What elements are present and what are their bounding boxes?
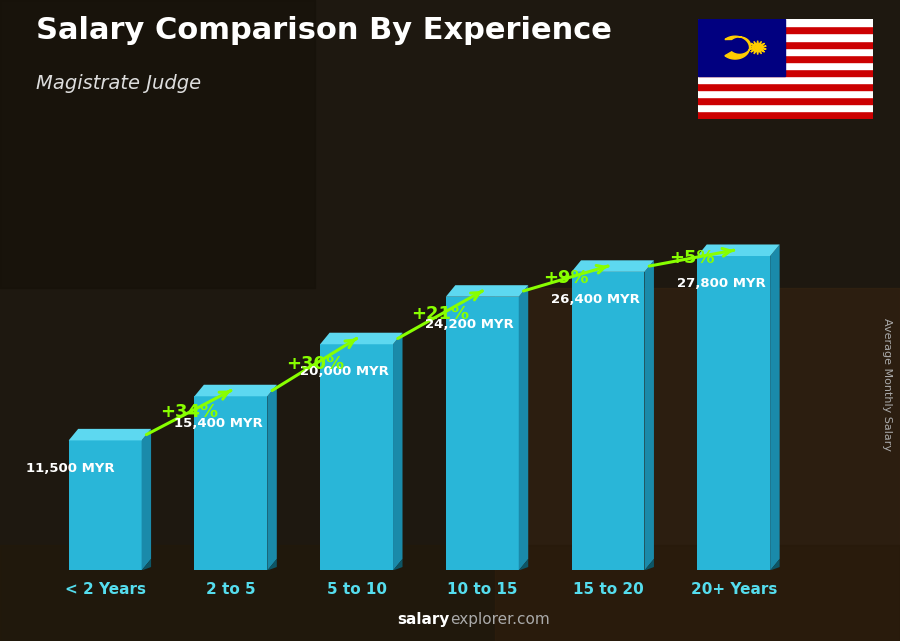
Polygon shape (770, 559, 779, 570)
Polygon shape (644, 260, 654, 570)
Polygon shape (267, 559, 277, 570)
Polygon shape (698, 33, 873, 40)
Text: 27,800 MYR: 27,800 MYR (677, 277, 766, 290)
Bar (0, 0, 315, 288)
Polygon shape (698, 76, 873, 83)
Polygon shape (320, 333, 402, 344)
Polygon shape (698, 244, 779, 256)
Polygon shape (698, 112, 873, 119)
Polygon shape (141, 429, 151, 570)
Polygon shape (698, 256, 770, 570)
Bar (0, 545, 900, 641)
Polygon shape (698, 26, 873, 33)
Polygon shape (194, 396, 267, 570)
Text: salary: salary (398, 612, 450, 627)
Polygon shape (68, 440, 141, 570)
Polygon shape (698, 90, 873, 97)
Text: +9%: +9% (544, 269, 590, 287)
Polygon shape (518, 559, 528, 570)
Text: +5%: +5% (670, 249, 715, 267)
Polygon shape (698, 54, 873, 62)
Polygon shape (698, 19, 873, 26)
Polygon shape (393, 559, 402, 570)
Polygon shape (320, 344, 393, 570)
Polygon shape (749, 40, 766, 54)
Polygon shape (518, 285, 528, 570)
Polygon shape (572, 272, 644, 570)
Text: 24,200 MYR: 24,200 MYR (426, 318, 514, 331)
Text: Magistrate Judge: Magistrate Judge (36, 74, 201, 93)
Polygon shape (698, 47, 873, 54)
Polygon shape (572, 260, 654, 272)
Polygon shape (698, 83, 873, 90)
Text: Salary Comparison By Experience: Salary Comparison By Experience (36, 16, 612, 45)
Text: 26,400 MYR: 26,400 MYR (551, 293, 640, 306)
Polygon shape (644, 559, 654, 570)
Polygon shape (393, 333, 402, 570)
Text: 11,500 MYR: 11,500 MYR (25, 462, 114, 474)
Polygon shape (698, 40, 873, 47)
Text: explorer.com: explorer.com (450, 612, 550, 627)
Text: +21%: +21% (411, 305, 470, 324)
Polygon shape (698, 104, 873, 112)
Text: 20,000 MYR: 20,000 MYR (300, 365, 389, 378)
Polygon shape (446, 285, 528, 297)
Text: +30%: +30% (286, 355, 344, 373)
Polygon shape (770, 244, 779, 570)
Bar (495, 288, 900, 641)
Polygon shape (698, 69, 873, 76)
Polygon shape (724, 36, 751, 59)
Polygon shape (698, 62, 873, 69)
Polygon shape (446, 297, 518, 570)
Polygon shape (194, 385, 277, 396)
Polygon shape (698, 97, 873, 104)
Text: 15,400 MYR: 15,400 MYR (174, 417, 263, 431)
Text: Average Monthly Salary: Average Monthly Salary (881, 318, 892, 451)
Text: +34%: +34% (160, 403, 218, 421)
Polygon shape (68, 429, 151, 440)
Polygon shape (698, 19, 785, 76)
Polygon shape (141, 559, 151, 570)
Polygon shape (267, 385, 277, 570)
